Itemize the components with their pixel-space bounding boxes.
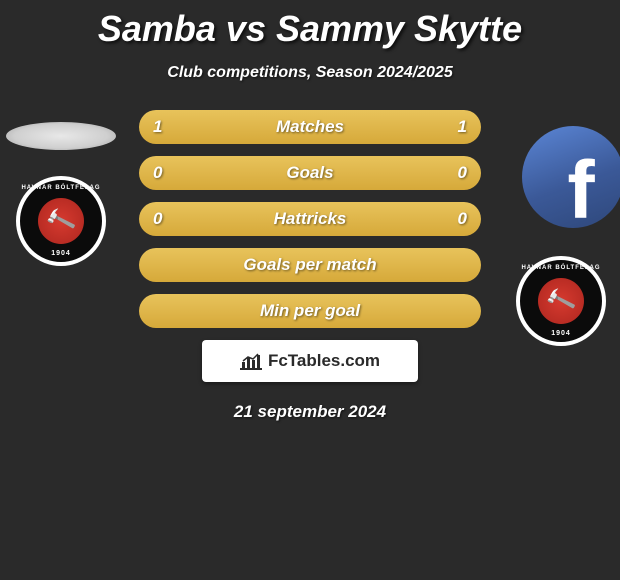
stat-row: 0 Goals 0 — [139, 156, 481, 190]
club-badge-left: HAVNAR BÓLTFELAG 🔨 1904 — [16, 176, 106, 266]
stat-left-value: 0 — [153, 163, 162, 183]
stat-row: Min per goal — [139, 294, 481, 328]
stat-label: Hattricks — [274, 209, 347, 229]
badge-text-top: HAVNAR BÓLTFELAG — [521, 265, 600, 271]
player-left-avatar — [6, 122, 116, 150]
hammer-icon: 🔨 — [544, 284, 579, 318]
stat-right-value: 0 — [458, 209, 467, 229]
brand-text: FcTables.com — [268, 351, 380, 371]
hammer-icon: 🔨 — [44, 204, 79, 238]
badge-text-bottom: 1904 — [551, 330, 571, 337]
stat-label: Matches — [276, 117, 344, 137]
date-text: 21 september 2024 — [0, 402, 620, 422]
badge-text-bottom: 1904 — [51, 250, 71, 257]
facebook-icon: f — [567, 144, 594, 228]
chart-icon — [240, 352, 262, 370]
stat-label: Min per goal — [260, 301, 360, 321]
player-right-avatar: f — [522, 126, 620, 228]
stat-label: Goals — [286, 163, 333, 183]
stat-left-value: 0 — [153, 209, 162, 229]
brand-box: FcTables.com — [202, 340, 418, 382]
stat-row: Goals per match — [139, 248, 481, 282]
stat-left-value: 1 — [153, 117, 162, 137]
stat-row: 1 Matches 1 — [139, 110, 481, 144]
stat-right-value: 0 — [458, 163, 467, 183]
club-badge-right: HAVNAR BÓLTFELAG 🔨 1904 — [516, 256, 606, 346]
stat-right-value: 1 — [458, 117, 467, 137]
subtitle: Club competitions, Season 2024/2025 — [0, 64, 620, 82]
stat-label: Goals per match — [243, 255, 376, 275]
badge-text-top: HAVNAR BÓLTFELAG — [21, 185, 100, 191]
page-title: Samba vs Sammy Skytte — [0, 0, 620, 50]
stat-row: 0 Hattricks 0 — [139, 202, 481, 236]
